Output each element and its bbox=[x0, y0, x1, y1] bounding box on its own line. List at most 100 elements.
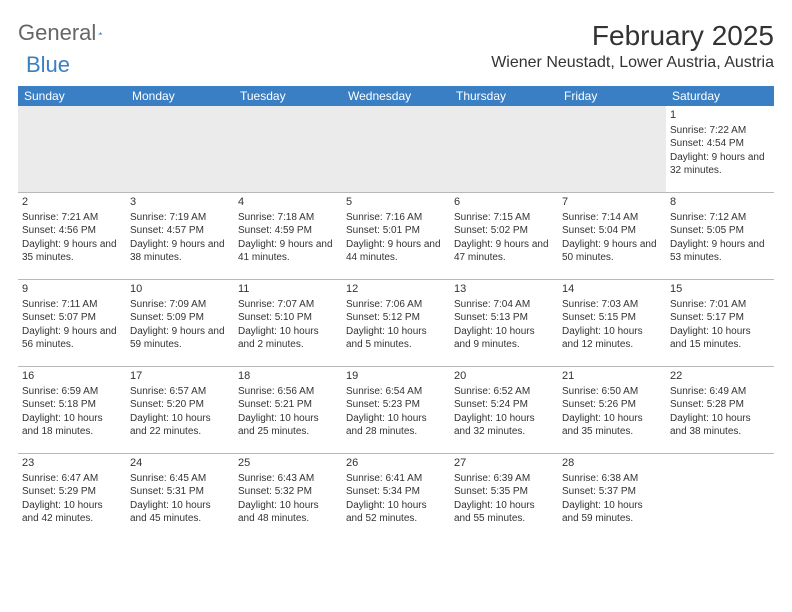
calendar-day: 15Sunrise: 7:01 AMSunset: 5:17 PMDayligh… bbox=[666, 280, 774, 367]
daylight-text: Daylight: 10 hours and 12 minutes. bbox=[562, 325, 662, 352]
sunrise-text: Sunrise: 7:14 AM bbox=[562, 211, 662, 225]
calendar-day: 27Sunrise: 6:39 AMSunset: 5:35 PMDayligh… bbox=[450, 454, 558, 541]
logo-text-2: Blue bbox=[26, 52, 70, 78]
daylight-text: Daylight: 9 hours and 44 minutes. bbox=[346, 238, 446, 265]
sunset-text: Sunset: 5:02 PM bbox=[454, 224, 554, 238]
daylight-text: Daylight: 9 hours and 59 minutes. bbox=[130, 325, 230, 352]
sunset-text: Sunset: 5:37 PM bbox=[562, 485, 662, 499]
daylight-text: Daylight: 10 hours and 59 minutes. bbox=[562, 499, 662, 526]
day-number: 19 bbox=[346, 369, 446, 384]
sunset-text: Sunset: 5:23 PM bbox=[346, 398, 446, 412]
day-number: 17 bbox=[130, 369, 230, 384]
daylight-text: Daylight: 9 hours and 50 minutes. bbox=[562, 238, 662, 265]
sunrise-text: Sunrise: 7:12 AM bbox=[670, 211, 770, 225]
daylight-text: Daylight: 10 hours and 25 minutes. bbox=[238, 412, 338, 439]
day-number: 28 bbox=[562, 456, 662, 471]
sunset-text: Sunset: 5:07 PM bbox=[22, 311, 122, 325]
sunrise-text: Sunrise: 6:54 AM bbox=[346, 385, 446, 399]
calendar-day: 21Sunrise: 6:50 AMSunset: 5:26 PMDayligh… bbox=[558, 367, 666, 454]
sunset-text: Sunset: 5:31 PM bbox=[130, 485, 230, 499]
month-title: February 2025 bbox=[491, 20, 774, 52]
calendar-day: 23Sunrise: 6:47 AMSunset: 5:29 PMDayligh… bbox=[18, 454, 126, 541]
calendar-day: 13Sunrise: 7:04 AMSunset: 5:13 PMDayligh… bbox=[450, 280, 558, 367]
calendar-week: 16Sunrise: 6:59 AMSunset: 5:18 PMDayligh… bbox=[18, 367, 774, 454]
calendar-day: 12Sunrise: 7:06 AMSunset: 5:12 PMDayligh… bbox=[342, 280, 450, 367]
calendar-day: 4Sunrise: 7:18 AMSunset: 4:59 PMDaylight… bbox=[234, 193, 342, 280]
sunset-text: Sunset: 5:34 PM bbox=[346, 485, 446, 499]
sunset-text: Sunset: 5:15 PM bbox=[562, 311, 662, 325]
calendar-day: 16Sunrise: 6:59 AMSunset: 5:18 PMDayligh… bbox=[18, 367, 126, 454]
calendar-day: 26Sunrise: 6:41 AMSunset: 5:34 PMDayligh… bbox=[342, 454, 450, 541]
sunrise-text: Sunrise: 7:22 AM bbox=[670, 124, 770, 138]
calendar-day: 6Sunrise: 7:15 AMSunset: 5:02 PMDaylight… bbox=[450, 193, 558, 280]
day-header: Thursday bbox=[450, 86, 558, 106]
calendar-body: 1Sunrise: 7:22 AMSunset: 4:54 PMDaylight… bbox=[18, 106, 774, 540]
daylight-text: Daylight: 9 hours and 32 minutes. bbox=[670, 151, 770, 178]
sunset-text: Sunset: 5:18 PM bbox=[22, 398, 122, 412]
sunrise-text: Sunrise: 6:56 AM bbox=[238, 385, 338, 399]
day-number: 23 bbox=[22, 456, 122, 471]
calendar-day: 11Sunrise: 7:07 AMSunset: 5:10 PMDayligh… bbox=[234, 280, 342, 367]
sunset-text: Sunset: 4:57 PM bbox=[130, 224, 230, 238]
day-header: Wednesday bbox=[342, 86, 450, 106]
day-header: Saturday bbox=[666, 86, 774, 106]
sunrise-text: Sunrise: 7:09 AM bbox=[130, 298, 230, 312]
title-block: February 2025 Wiener Neustadt, Lower Aus… bbox=[491, 20, 774, 72]
sunrise-text: Sunrise: 6:45 AM bbox=[130, 472, 230, 486]
sunset-text: Sunset: 5:29 PM bbox=[22, 485, 122, 499]
calendar-empty bbox=[450, 106, 558, 193]
day-number: 18 bbox=[238, 369, 338, 384]
daylight-text: Daylight: 9 hours and 47 minutes. bbox=[454, 238, 554, 265]
sunrise-text: Sunrise: 6:38 AM bbox=[562, 472, 662, 486]
day-number: 27 bbox=[454, 456, 554, 471]
calendar-table: SundayMondayTuesdayWednesdayThursdayFrid… bbox=[18, 86, 774, 540]
day-number: 11 bbox=[238, 282, 338, 297]
day-number: 25 bbox=[238, 456, 338, 471]
sunrise-text: Sunrise: 7:06 AM bbox=[346, 298, 446, 312]
sunset-text: Sunset: 5:05 PM bbox=[670, 224, 770, 238]
calendar-day: 17Sunrise: 6:57 AMSunset: 5:20 PMDayligh… bbox=[126, 367, 234, 454]
calendar-empty bbox=[558, 106, 666, 193]
sunset-text: Sunset: 4:56 PM bbox=[22, 224, 122, 238]
daylight-text: Daylight: 10 hours and 2 minutes. bbox=[238, 325, 338, 352]
sunrise-text: Sunrise: 6:49 AM bbox=[670, 385, 770, 399]
day-number: 1 bbox=[670, 108, 770, 123]
day-number: 15 bbox=[670, 282, 770, 297]
day-number: 12 bbox=[346, 282, 446, 297]
calendar-day: 24Sunrise: 6:45 AMSunset: 5:31 PMDayligh… bbox=[126, 454, 234, 541]
sunrise-text: Sunrise: 6:41 AM bbox=[346, 472, 446, 486]
sunrise-text: Sunrise: 6:50 AM bbox=[562, 385, 662, 399]
daylight-text: Daylight: 10 hours and 55 minutes. bbox=[454, 499, 554, 526]
calendar-day: 5Sunrise: 7:16 AMSunset: 5:01 PMDaylight… bbox=[342, 193, 450, 280]
daylight-text: Daylight: 10 hours and 28 minutes. bbox=[346, 412, 446, 439]
day-number: 3 bbox=[130, 195, 230, 210]
sunrise-text: Sunrise: 6:39 AM bbox=[454, 472, 554, 486]
sunset-text: Sunset: 5:35 PM bbox=[454, 485, 554, 499]
sunset-text: Sunset: 4:59 PM bbox=[238, 224, 338, 238]
day-number: 16 bbox=[22, 369, 122, 384]
calendar-day: 2Sunrise: 7:21 AMSunset: 4:56 PMDaylight… bbox=[18, 193, 126, 280]
calendar-week: 23Sunrise: 6:47 AMSunset: 5:29 PMDayligh… bbox=[18, 454, 774, 541]
calendar-day: 22Sunrise: 6:49 AMSunset: 5:28 PMDayligh… bbox=[666, 367, 774, 454]
sunset-text: Sunset: 5:13 PM bbox=[454, 311, 554, 325]
calendar-week: 1Sunrise: 7:22 AMSunset: 4:54 PMDaylight… bbox=[18, 106, 774, 193]
calendar-day: 20Sunrise: 6:52 AMSunset: 5:24 PMDayligh… bbox=[450, 367, 558, 454]
day-header: Monday bbox=[126, 86, 234, 106]
logo: General bbox=[18, 20, 124, 46]
calendar-head: SundayMondayTuesdayWednesdayThursdayFrid… bbox=[18, 86, 774, 106]
calendar-empty bbox=[666, 454, 774, 541]
daylight-text: Daylight: 10 hours and 15 minutes. bbox=[670, 325, 770, 352]
calendar-day: 3Sunrise: 7:19 AMSunset: 4:57 PMDaylight… bbox=[126, 193, 234, 280]
day-number: 7 bbox=[562, 195, 662, 210]
sunset-text: Sunset: 5:32 PM bbox=[238, 485, 338, 499]
sunrise-text: Sunrise: 7:21 AM bbox=[22, 211, 122, 225]
logo-icon bbox=[98, 23, 102, 43]
daylight-text: Daylight: 9 hours and 56 minutes. bbox=[22, 325, 122, 352]
sunset-text: Sunset: 5:26 PM bbox=[562, 398, 662, 412]
calendar-day: 7Sunrise: 7:14 AMSunset: 5:04 PMDaylight… bbox=[558, 193, 666, 280]
day-number: 14 bbox=[562, 282, 662, 297]
daylight-text: Daylight: 10 hours and 18 minutes. bbox=[22, 412, 122, 439]
calendar-empty bbox=[342, 106, 450, 193]
daylight-text: Daylight: 9 hours and 35 minutes. bbox=[22, 238, 122, 265]
daylight-text: Daylight: 10 hours and 52 minutes. bbox=[346, 499, 446, 526]
